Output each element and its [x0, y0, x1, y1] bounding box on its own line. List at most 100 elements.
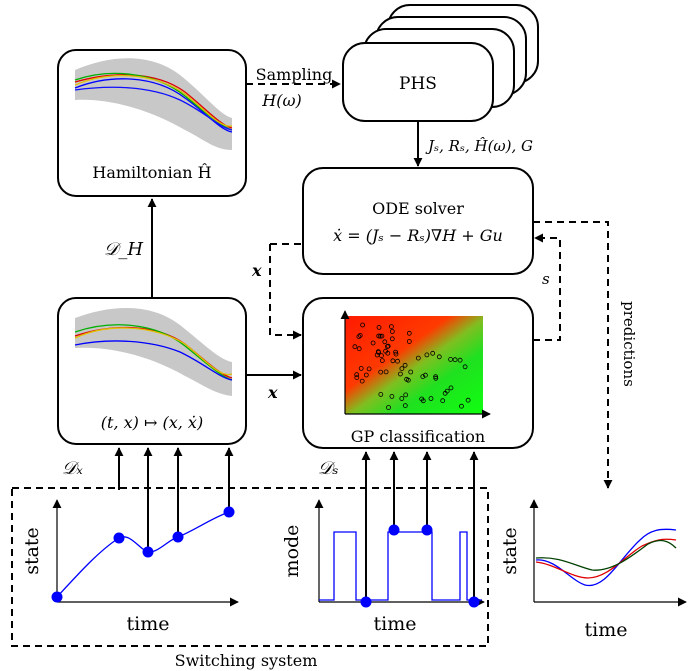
gp-scatter-point — [424, 352, 430, 358]
sampling-label: Sampling — [256, 65, 333, 84]
gp-scatter-point — [378, 369, 384, 375]
gp-scatter-point — [358, 365, 364, 371]
ode-equation: ẋ = (Jₛ − Rₛ)∇H + Gu — [333, 226, 503, 245]
gp-scatter-point — [465, 397, 471, 403]
mode-xlabel: time — [374, 613, 417, 635]
x-feedback-label: x — [251, 261, 262, 280]
regression-gp-plot — [74, 307, 233, 396]
gp-classification-label: GP classification — [351, 427, 485, 446]
gp-scatter-point — [403, 392, 409, 398]
prediction-plot: state time — [499, 499, 687, 641]
gp-scatter-point — [402, 362, 408, 368]
hamiltonian-gp-plot — [74, 58, 233, 150]
gp-scatter-point — [370, 340, 376, 346]
gp-scatter-point — [378, 391, 384, 397]
gp-scatter-point — [404, 376, 410, 382]
gp-scatter-point — [383, 369, 389, 375]
gp-scatter-point — [363, 372, 369, 378]
phs-params-label: Jₛ, Rₛ, Ĥ(ω), G — [425, 137, 533, 155]
gp-scatter-points — [352, 322, 471, 410]
gp-scatter-point — [420, 398, 426, 404]
gp-scatter-point — [436, 354, 442, 360]
gp-scatter-point — [382, 339, 388, 345]
state-xlabel: time — [127, 613, 170, 635]
ds-label: 𝒟ₛ — [318, 458, 338, 479]
pred-ylabel: state — [499, 527, 521, 575]
gp-scatter-point — [354, 375, 360, 381]
regression-label: (t, x) ↦ (x, ẋ) — [101, 413, 203, 432]
gp-scatter-point — [448, 356, 454, 362]
gp-scatter-point — [457, 357, 463, 363]
gp-scatter-point — [399, 366, 405, 372]
gp-scatter-point — [402, 403, 408, 409]
h-omega-label: H(ω) — [261, 91, 301, 110]
gp-scatter-point — [366, 366, 372, 372]
gp-scatter-point — [390, 358, 396, 364]
gp-scatter-point — [357, 332, 363, 338]
gp-scatter-point — [393, 349, 399, 355]
gp-scatter-point — [420, 374, 426, 380]
regression-block: (t, x) ↦ (x, ẋ) — [57, 297, 247, 445]
gp-scatter-point — [406, 339, 412, 344]
gp-decision-surface — [345, 316, 483, 414]
gp-scatter-point — [415, 355, 421, 361]
gp-scatter-point — [385, 343, 391, 349]
gp-scatter-point — [377, 333, 383, 339]
gp-scatter-point — [352, 344, 358, 350]
predictions-arrow — [533, 221, 613, 489]
gp-scatter-point — [354, 372, 360, 378]
pred-xlabel: time — [585, 619, 628, 641]
gp-scatter-point — [444, 388, 450, 394]
x-forward-label: x — [267, 383, 278, 402]
phs-label: PHS — [399, 74, 437, 94]
gp-scatter-point — [388, 324, 394, 330]
gp-scatter-point — [452, 357, 458, 363]
gp-scatter-point — [385, 350, 391, 356]
gp-scatter-point — [462, 364, 468, 370]
gp-scatter-point — [422, 372, 428, 378]
switching-system-box — [11, 487, 489, 647]
gp-scatter-point — [389, 336, 395, 342]
gp-scatter-point — [395, 358, 400, 364]
gp-scatter-point — [379, 333, 385, 339]
phs-block: PHS — [342, 4, 539, 122]
gp-scatter-point — [428, 396, 434, 401]
gp-scatter-point — [375, 349, 381, 355]
ode-solver-block: ODE solver ẋ = (Jₛ − Rₛ)∇H + Gu — [302, 167, 534, 275]
mode-plot: mode time — [281, 499, 485, 635]
s-feedback-arrow — [533, 233, 561, 341]
gp-scatter-point — [433, 374, 439, 380]
gp-scatter-point — [430, 350, 436, 356]
gp-scatter-point — [389, 329, 395, 334]
state-ylabel: state — [21, 527, 43, 575]
mode-ylabel: mode — [281, 525, 303, 578]
gp-scatter-point — [440, 398, 446, 404]
gp-scatter-point — [356, 346, 362, 352]
gp-scatter-point — [397, 371, 403, 377]
gp-scatter-point — [459, 403, 464, 409]
x-feedback-arrow — [269, 244, 302, 340]
predictions-label: predictions — [620, 301, 638, 387]
hamiltonian-label: Hamiltonian Ĥ — [92, 162, 211, 182]
switching-system-label: Switching system — [175, 651, 318, 670]
gp-scatter-point — [360, 322, 366, 328]
state-plot: state time — [21, 499, 239, 635]
dx-label: 𝒟ₓ — [62, 458, 83, 479]
gp-scatter-point — [393, 351, 399, 357]
gp-scatter-point — [399, 396, 405, 401]
dh-label: 𝒟_H — [104, 239, 143, 260]
gp-scatter-point — [433, 375, 439, 381]
gp-scatter-point — [379, 358, 385, 364]
gp-scatter-point — [408, 369, 414, 375]
gp-scatter-point — [359, 378, 365, 384]
s-feedback-label: s — [542, 270, 550, 288]
gp-scatter-point — [386, 405, 391, 410]
ode-title: ODE solver — [372, 199, 464, 218]
gp-scatter-point — [389, 393, 395, 399]
hamiltonian-block: Hamiltonian Ĥ — [57, 49, 247, 197]
gp-classification-block: GP classification — [302, 297, 534, 449]
gp-scatter-point — [356, 334, 362, 340]
gp-scatter-point — [406, 330, 412, 336]
gp-scatter-point — [376, 324, 382, 330]
